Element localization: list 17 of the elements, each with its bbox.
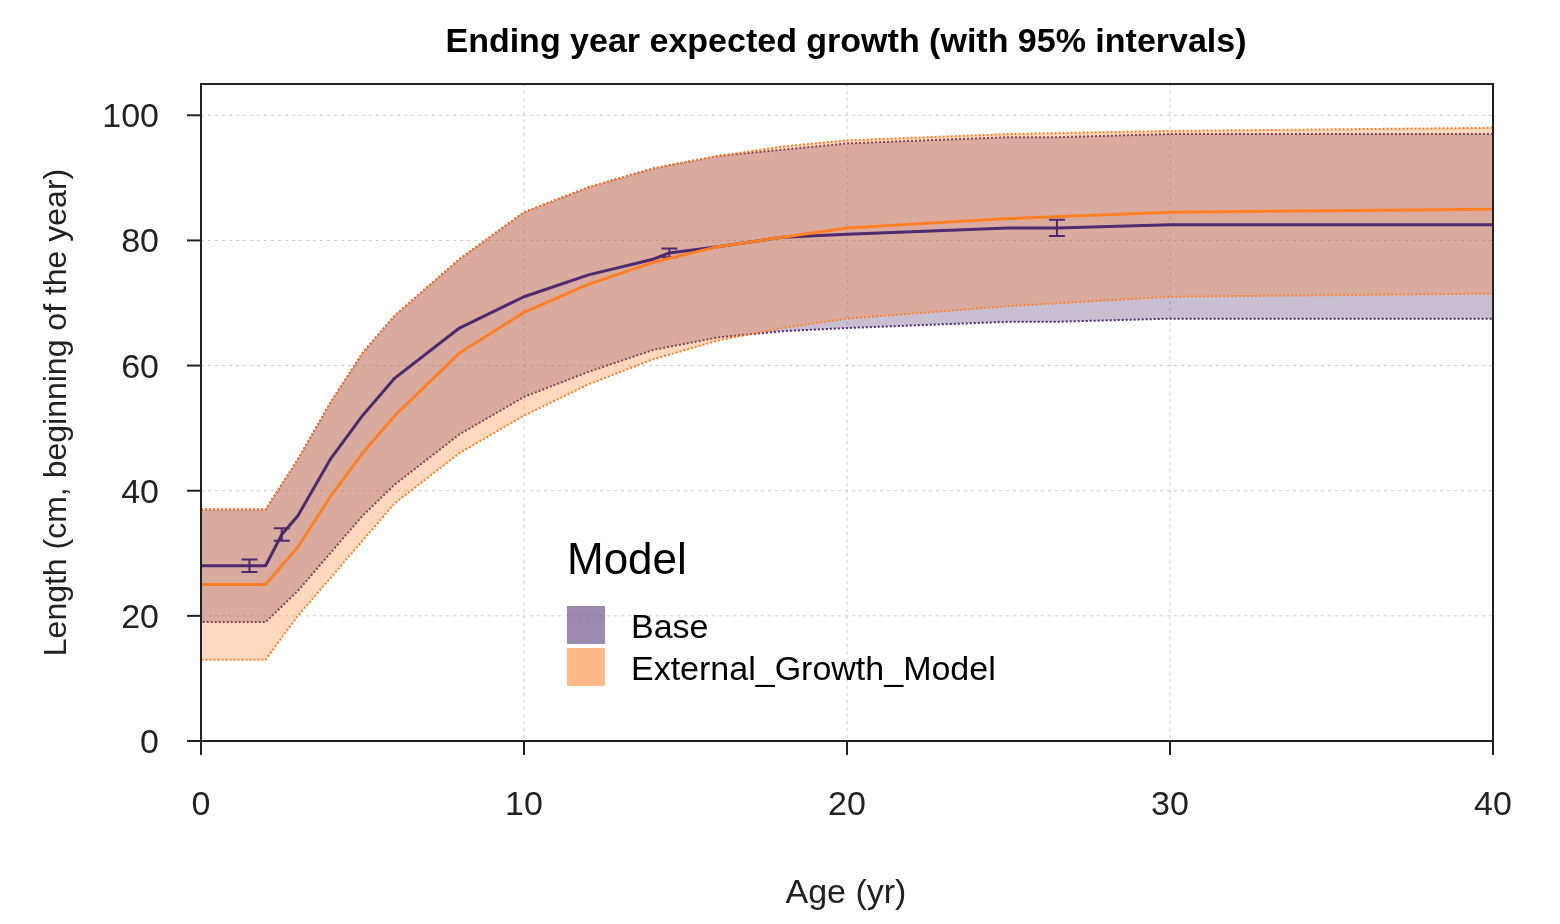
chart-title: Ending year expected growth (with 95% intervals) [445,21,1247,59]
x-tick-label: 10 [505,784,543,822]
x-tick-label: 20 [828,784,866,822]
legend-label: Base [631,607,709,645]
legend-title: Model [567,534,687,583]
y-tick-label: 0 [140,722,159,760]
x-tick-label: 30 [1151,784,1189,822]
y-tick-label: 20 [121,596,159,635]
y-tick-label: 80 [121,221,159,260]
legend-label: External_Growth_Model [631,649,996,687]
y-axis-title: Length (cm, beginning of the year) [37,168,73,657]
x-tick-label: 0 [191,784,211,822]
y-tick-label: 40 [121,471,159,510]
y-tick-label: 60 [121,346,159,385]
x-axis-title: Age (yr) [785,872,907,910]
y-tick-label: 100 [102,96,159,135]
x-tick-label: 40 [1474,784,1512,822]
